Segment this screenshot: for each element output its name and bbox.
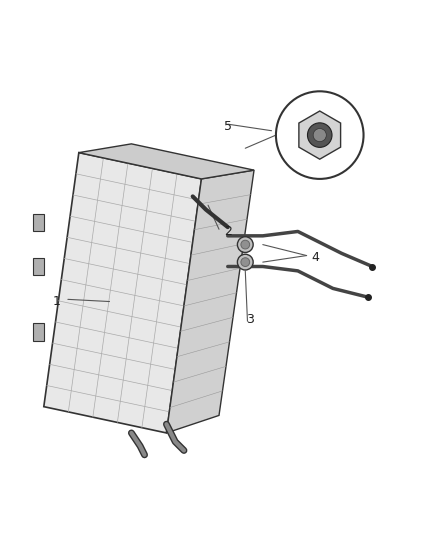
Polygon shape — [299, 111, 341, 159]
Polygon shape — [33, 324, 44, 341]
Text: 1: 1 — [53, 295, 61, 308]
Circle shape — [237, 254, 253, 270]
Circle shape — [307, 123, 332, 147]
Polygon shape — [79, 144, 254, 179]
Circle shape — [241, 240, 250, 249]
Polygon shape — [33, 258, 44, 275]
Circle shape — [237, 237, 253, 253]
Text: 4: 4 — [311, 251, 319, 264]
Polygon shape — [33, 214, 44, 231]
Circle shape — [241, 258, 250, 266]
Text: 3: 3 — [246, 312, 254, 326]
Circle shape — [313, 128, 326, 142]
Text: 5: 5 — [224, 120, 232, 133]
Polygon shape — [44, 152, 201, 433]
Polygon shape — [166, 170, 254, 433]
Circle shape — [276, 91, 364, 179]
Text: 2: 2 — [224, 225, 232, 238]
